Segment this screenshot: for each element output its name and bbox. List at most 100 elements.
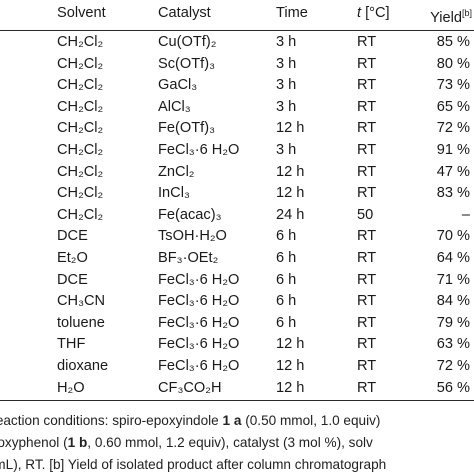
cell-temperature: RT (357, 314, 377, 331)
cell-solvent: CH₂Cl₂ (57, 120, 104, 137)
cell-time: 3 h (276, 34, 297, 50)
cell-yield: 84 % (436, 293, 470, 310)
cell-catalyst: Cu(OTf)₂ (158, 34, 217, 50)
header-temperature-symbol: t (357, 5, 362, 21)
cell-time: 3 h (276, 98, 297, 115)
table-row: Et₂O BF₃·OEt₂ 6 h RT 64 % (0, 247, 474, 270)
cell-temperature: RT (357, 379, 377, 396)
cell-yield: 63 % (436, 336, 470, 353)
cell-catalyst: Fe(acac)₃ (158, 206, 222, 223)
cell-time: 12 h (276, 379, 305, 396)
cell-yield: 73 % (436, 77, 470, 94)
header-yield-label: Yield (430, 9, 462, 26)
header-yield: Yield[b] (430, 2, 472, 30)
cell-catalyst: AlCl₃ (158, 98, 191, 115)
cell-temperature: RT (357, 228, 377, 245)
cell-solvent: CH₂Cl₂ (57, 34, 104, 50)
table-row: CH₂Cl₂ ZnCl₂ 12 h RT 47 % (0, 161, 474, 184)
footnote-line-1: Reaction conditions: spiro-epoxyindole 1… (0, 413, 381, 428)
table-footnote: Reaction conditions: spiro-epoxyindole 1… (0, 410, 474, 474)
cell-yield: 72 % (436, 120, 470, 137)
cell-yield: 83 % (436, 185, 470, 202)
cell-catalyst: GaCl₃ (158, 77, 198, 94)
cell-yield: – (461, 206, 470, 223)
header-temperature: t [°C] (357, 2, 390, 25)
table-row: CH₃CN FeCl₃·6 H₂O 6 h RT 84 % (0, 290, 474, 313)
cell-solvent: THF (57, 336, 86, 353)
cell-catalyst: FeCl₃·6 H₂O (158, 314, 240, 331)
cell-yield: 72 % (436, 358, 470, 374)
cell-yield: 70 % (436, 228, 470, 245)
cell-time: 12 h (276, 336, 305, 353)
cell-solvent: toluene (57, 314, 105, 331)
cell-yield: 47 % (436, 163, 470, 180)
table-row: CH₂Cl₂ Sc(OTf)₃ 3 h RT 80 % (0, 53, 474, 76)
cell-time: 12 h (276, 120, 305, 137)
cell-temperature: RT (357, 163, 377, 180)
cell-time: 24 h (276, 206, 305, 223)
cell-catalyst: FeCl₃·6 H₂O (158, 358, 240, 374)
table-row: CH₂Cl₂ InCl₃ 12 h RT 83 % (0, 182, 474, 205)
cell-temperature: RT (357, 293, 377, 310)
cell-temperature: RT (357, 271, 377, 288)
compound-1a: 1 a (222, 413, 242, 428)
table-row: DCE TsOH·H₂O 6 h RT 70 % (0, 225, 474, 248)
cell-yield: 85 % (436, 34, 470, 50)
cell-catalyst: InCl₃ (158, 185, 190, 202)
cell-catalyst: FeCl₃·6 H₂O (158, 293, 240, 310)
cell-yield: 64 % (436, 250, 470, 266)
cell-temperature: 50 (357, 206, 374, 223)
table-row: CH₂Cl₂ Fe(acac)₃ 24 h 50 – (0, 204, 474, 227)
cell-temperature: RT (357, 34, 377, 50)
cell-time: 12 h (276, 185, 305, 202)
header-catalyst: Catalyst (158, 5, 211, 21)
cell-catalyst: Sc(OTf)₃ (158, 55, 216, 72)
cell-catalyst: FeCl₃·6 H₂O (158, 336, 240, 353)
table-row: CH₂Cl₂ AlCl₃ 3 h RT 65 % (0, 96, 474, 119)
cell-time: 6 h (276, 271, 297, 288)
cell-solvent: CH₂Cl₂ (57, 98, 104, 115)
table-row: THF FeCl₃·6 H₂O 12 h RT 63 % (0, 333, 474, 356)
cell-solvent: CH₂Cl₂ (57, 206, 104, 223)
footnote-line-3: › mL), RT. [b] Yield of isolated product… (0, 457, 387, 472)
table-row: DCE FeCl₃·6 H₂O 6 h RT 71 % (0, 269, 474, 292)
cell-temperature: RT (357, 336, 377, 353)
cell-catalyst: ZnCl₂ (158, 163, 195, 180)
cell-solvent: H₂O (57, 379, 85, 396)
cell-temperature: RT (357, 250, 377, 266)
cell-temperature: RT (357, 185, 377, 202)
cell-yield: 56 % (436, 379, 470, 396)
header-yield-footnote-mark: [b] (461, 8, 472, 18)
table-row: CH₂Cl₂ Fe(OTf)₃ 12 h RT 72 % (0, 117, 474, 140)
cell-solvent: DCE (57, 228, 88, 245)
cell-temperature: RT (357, 98, 377, 115)
cell-yield: 79 % (436, 314, 470, 331)
header-divider (0, 30, 474, 32)
table-row: dioxane FeCl₃·6 H₂O 12 h RT 72 % (0, 355, 474, 378)
cell-solvent: Et₂O (57, 250, 88, 266)
cell-temperature: RT (357, 358, 377, 374)
compound-1b: 1 b (67, 435, 88, 450)
cell-solvent: DCE (57, 271, 88, 288)
table-row: toluene FeCl₃·6 H₂O 6 h RT 79 % (0, 312, 474, 335)
cell-catalyst: FeCl₃·6 H₂O (158, 271, 240, 288)
cell-yield: 71 % (436, 271, 470, 288)
cell-catalyst: TsOH·H₂O (158, 228, 227, 245)
cell-catalyst: FeCl₃·6 H₂O (158, 142, 240, 158)
cell-time: 12 h (276, 358, 305, 374)
cell-yield: 91 % (436, 142, 470, 158)
cell-yield: 80 % (436, 55, 470, 72)
cell-time: 6 h (276, 228, 297, 245)
header-temperature-unit: [°C] (361, 5, 390, 21)
cell-temperature: RT (357, 77, 377, 94)
cell-catalyst: CF₃CO₂H (158, 379, 222, 396)
cell-time: 3 h (276, 142, 297, 158)
cell-solvent: CH₃CN (57, 293, 106, 310)
table-row: CH₂Cl₂ Cu(OTf)₂ 3 h RT 85 % (0, 31, 474, 54)
cell-yield: 65 % (436, 98, 470, 115)
cell-time: 12 h (276, 163, 305, 180)
header-time: Time (276, 5, 308, 21)
cell-time: 3 h (276, 77, 297, 94)
table-row: H₂O CF₃CO₂H 12 h RT 56 % (0, 377, 474, 400)
